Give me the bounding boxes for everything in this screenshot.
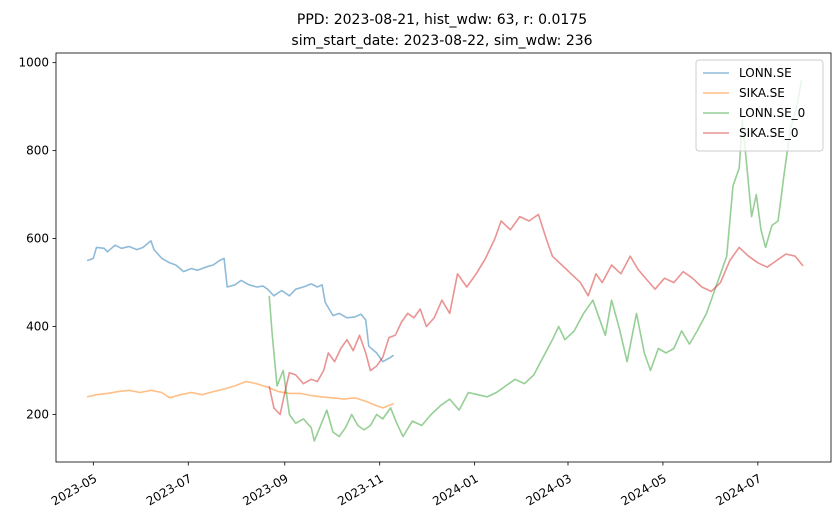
series-layer [86,80,804,442]
x-tick-label: 2024-03 [524,471,574,508]
y-tick-label: 400 [26,320,49,334]
x-tick-label: 2024-01 [430,471,480,508]
x-tick-label: 2024-05 [619,471,669,508]
plot-frame [55,52,832,463]
legend-label: LONN.SE [739,66,792,80]
legend-label: SIKA.SE_0 [739,126,798,140]
series-line-lonn-se-0 [268,80,803,442]
chart-title-line-2: sim_start_date: 2023-08-22, sim_wdw: 236 [291,33,592,49]
legend-label: LONN.SE_0 [739,106,805,120]
chart-title: PPD: 2023-08-21, hist_wdw: 63, r: 0.0175… [291,12,592,49]
x-tick-label: 2024-07 [713,471,763,508]
y-tick-label: 800 [26,144,49,158]
legend-label: SIKA.SE [739,86,785,100]
series-line-sika-se-0 [268,213,804,416]
y-tick-label: 600 [26,232,49,246]
series-line-sika-se [86,380,395,409]
x-tick-label: 2023-07 [144,471,194,508]
x-tick-label: 2023-05 [49,471,99,508]
legend-box [695,59,824,152]
series-line-lonn-se [86,240,395,363]
chart-title-line-1: PPD: 2023-08-21, hist_wdw: 63, r: 0.0175 [297,12,587,28]
y-tick-label: 1000 [18,56,49,70]
x-tick-label: 2023-09 [240,471,290,508]
x-tick-label: 2023-11 [335,471,385,508]
y-tick-label: 200 [26,408,49,422]
legend: LONN.SE SIKA.SE LONN.SE_0 SIKA.SE_0 [695,59,824,152]
